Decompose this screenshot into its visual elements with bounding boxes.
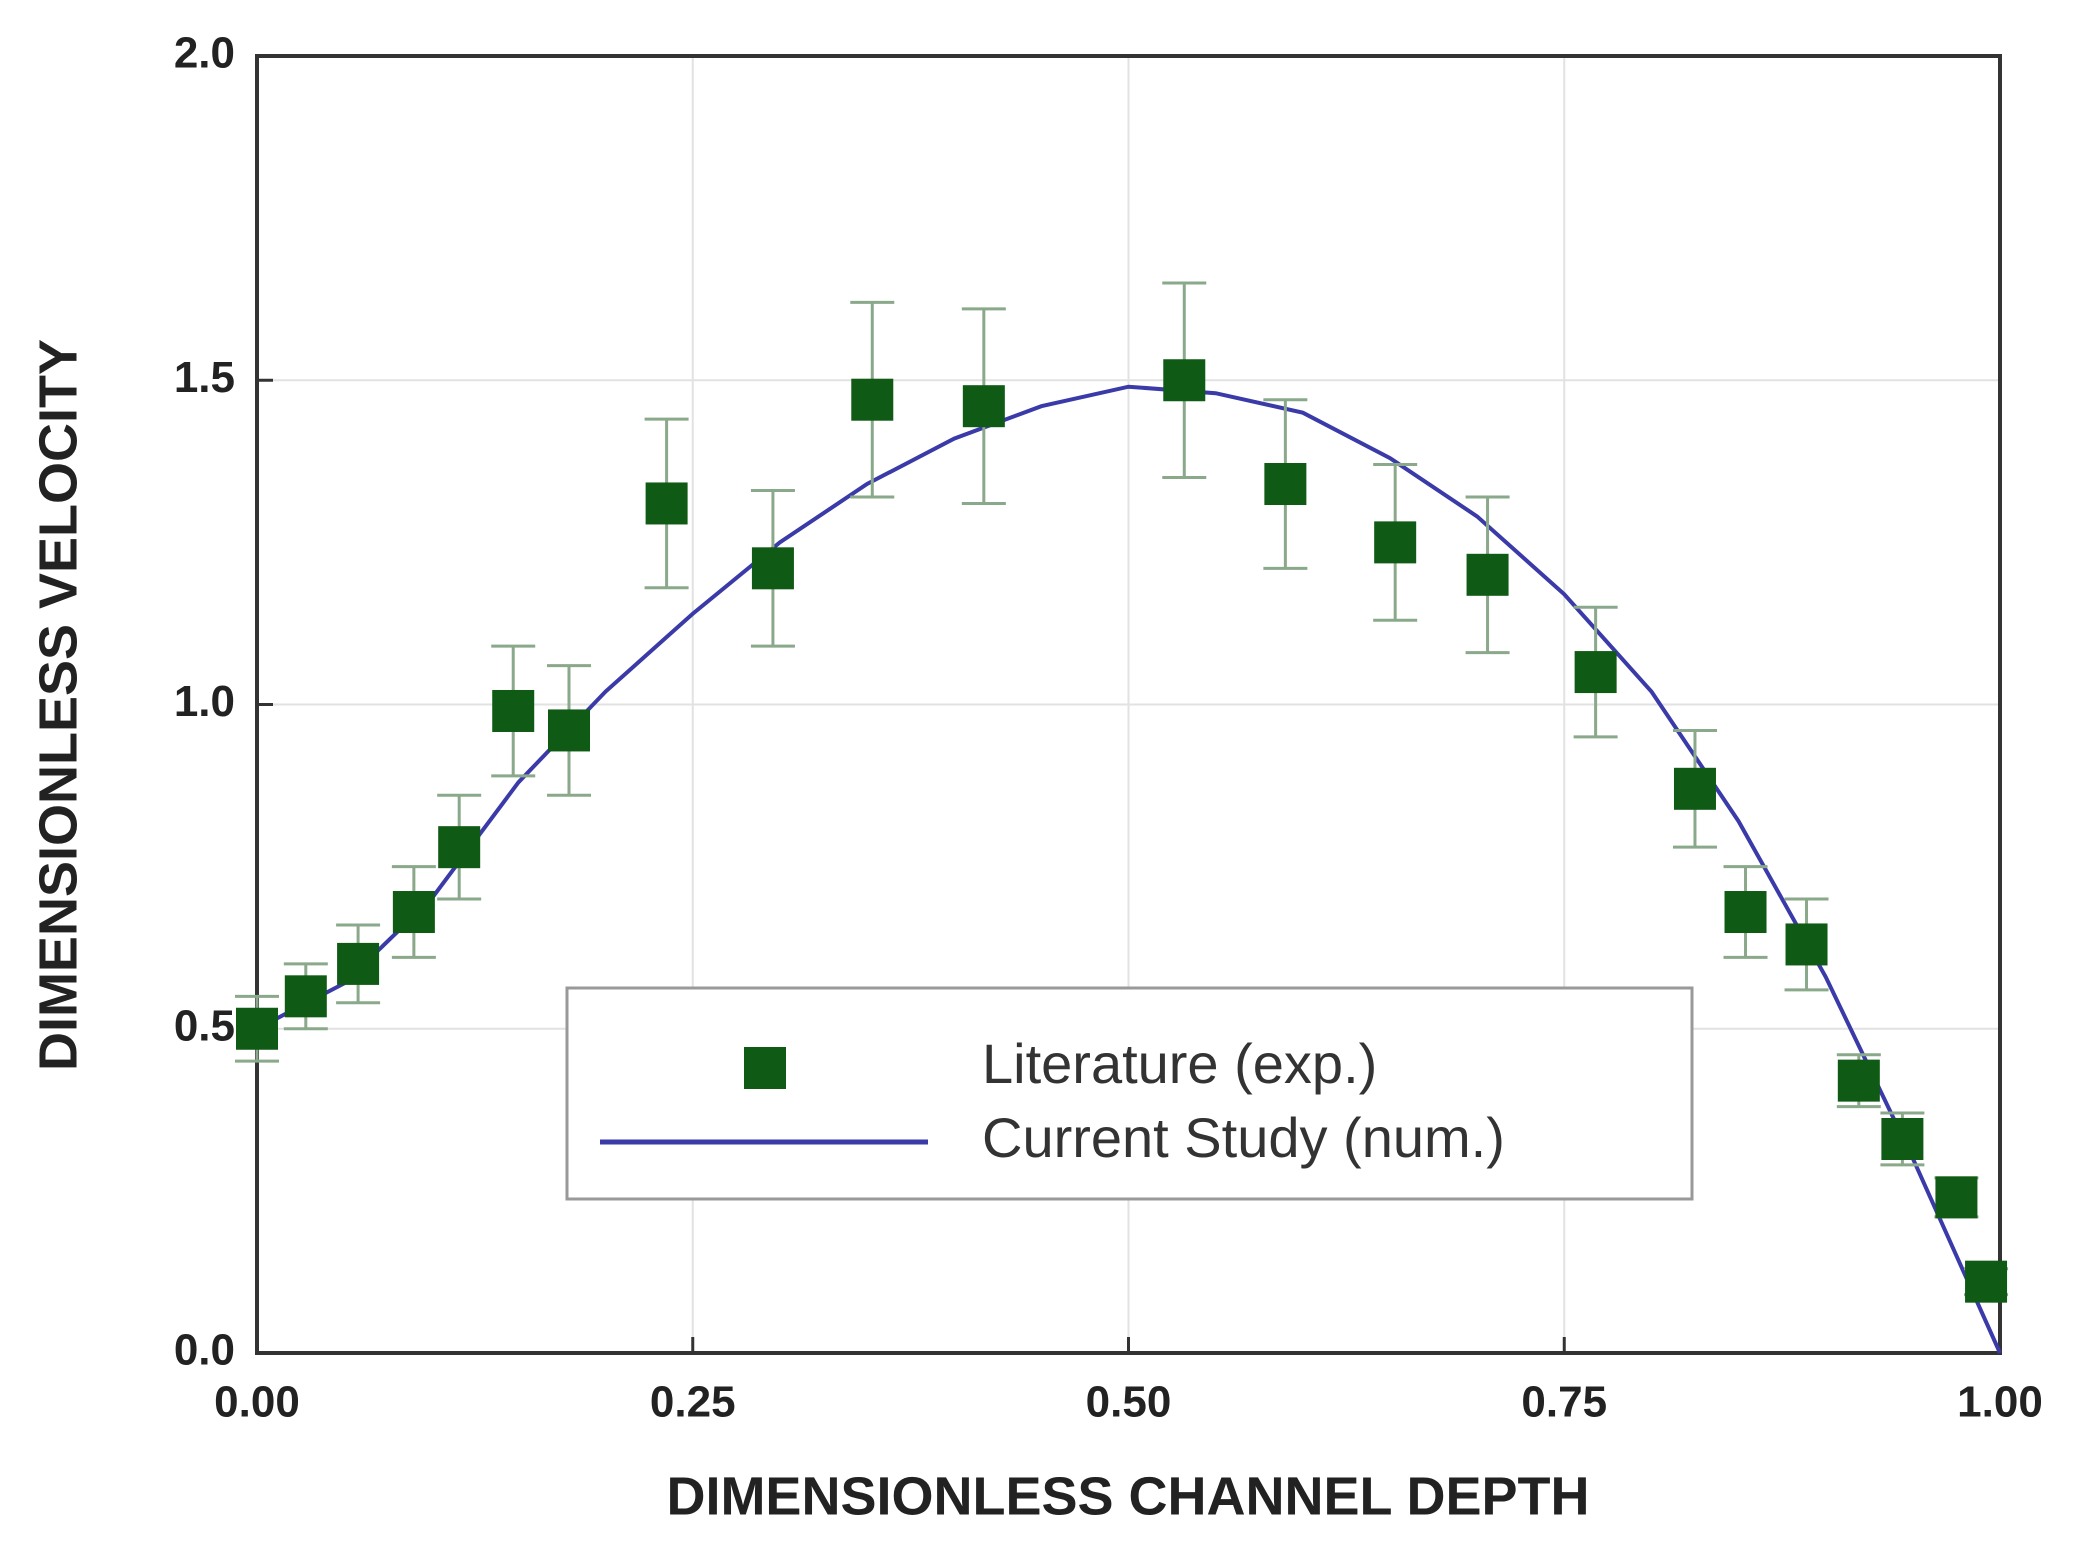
marker — [1724, 891, 1767, 934]
y-tick-label: 0.5 — [174, 1001, 235, 1050]
x-tick-label: 0.50 — [1086, 1378, 1172, 1427]
marker — [751, 547, 794, 590]
marker — [645, 482, 688, 525]
marker — [1374, 521, 1417, 564]
legend-box — [565, 986, 1694, 1201]
x-tick-label: 0.00 — [214, 1378, 300, 1427]
marker — [962, 385, 1005, 428]
marker — [1785, 923, 1828, 966]
marker — [236, 1007, 278, 1050]
marker — [1673, 767, 1716, 810]
marker — [547, 709, 590, 752]
marker — [492, 689, 535, 732]
plot-frame — [255, 54, 2002, 1355]
legend-label: Current Study (num.) — [982, 1106, 1505, 1169]
marker — [284, 975, 327, 1018]
y-tick-label: 2.0 — [174, 29, 235, 78]
marker — [1574, 651, 1617, 694]
marker — [1965, 1260, 2008, 1303]
marker — [1264, 463, 1307, 506]
y-tick-label: 1.5 — [174, 353, 235, 402]
marker — [392, 891, 435, 934]
legend-marker — [744, 1047, 786, 1089]
x-axis-label: DIMENSIONLESS CHANNEL DEPTH — [666, 1466, 1589, 1526]
marker — [1837, 1059, 1880, 1102]
y-axis-label: DIMENSIONLESS VELOCITY — [28, 339, 88, 1071]
x-tick-label: 0.25 — [650, 1378, 736, 1427]
marker — [851, 378, 894, 421]
y-tick-label: 0.0 — [174, 1326, 235, 1375]
marker — [1935, 1176, 1978, 1219]
marker — [1466, 553, 1509, 596]
marker — [1163, 359, 1206, 402]
marker — [1881, 1117, 1924, 1160]
x-tick-label: 1.00 — [1957, 1378, 2043, 1427]
marker — [337, 942, 380, 985]
legend-label: Literature (exp.) — [982, 1032, 1377, 1095]
x-tick-label: 0.75 — [1521, 1378, 1607, 1427]
y-tick-label: 1.0 — [174, 677, 235, 726]
marker — [438, 826, 481, 869]
